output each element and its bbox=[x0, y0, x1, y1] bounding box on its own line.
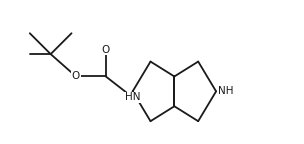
Text: NH: NH bbox=[218, 86, 233, 96]
Text: HN: HN bbox=[125, 92, 140, 102]
Text: O: O bbox=[102, 45, 110, 55]
Text: O: O bbox=[72, 71, 80, 82]
